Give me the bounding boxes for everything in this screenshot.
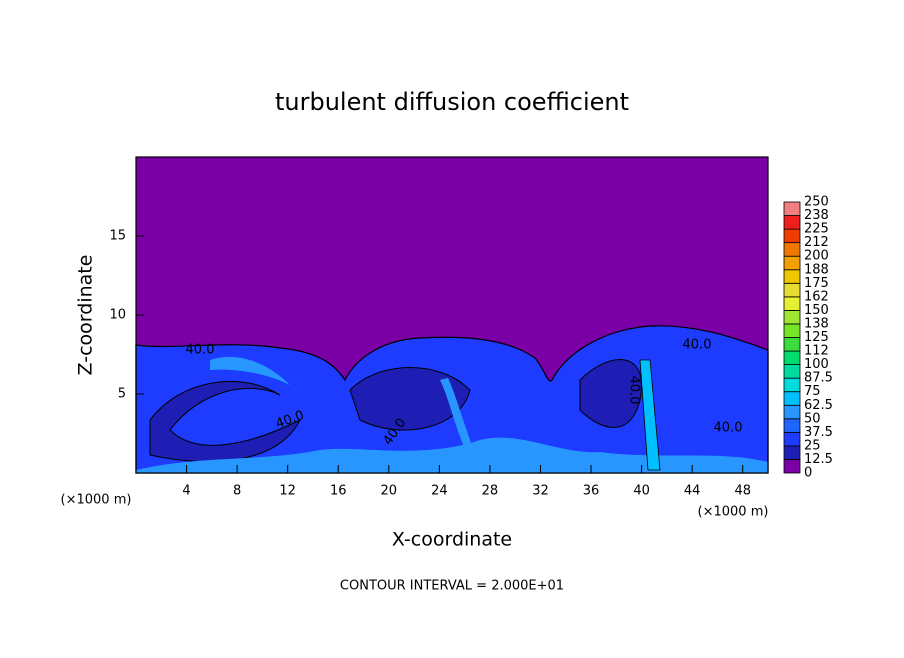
x-unit-label: (×1000 m) (61, 493, 132, 508)
colorbar-label: 12.5 (804, 452, 833, 467)
colorbar-swatch (783, 228, 801, 244)
x-tick-label: 20 (381, 484, 398, 499)
colorbar-swatch (783, 242, 801, 257)
colorbar-swatch (783, 323, 801, 338)
x-tick-label: 16 (330, 484, 347, 499)
colorbar-label: 212 (804, 235, 829, 250)
contour-label: 40.0 (714, 421, 743, 436)
contour-label: 40.0 (683, 338, 712, 353)
colorbar-swatch (783, 377, 801, 393)
colorbar-label: 50 (804, 411, 821, 426)
colorbar-label: 225 (804, 222, 829, 237)
colorbar-label: 150 (804, 303, 829, 318)
colorbar-label: 100 (804, 357, 829, 372)
y-axis-label: Z-coordinate (75, 255, 97, 376)
field-streak (440, 378, 478, 460)
colorbar-label: 25 (804, 438, 821, 453)
colorbar-swatch (783, 459, 801, 474)
colorbar-label: 0 (804, 466, 812, 481)
colorbar-label: 138 (804, 316, 829, 331)
colorbar-label: 162 (804, 289, 829, 304)
field-patch (149, 380, 302, 463)
colorbar-swatch (783, 337, 801, 352)
x-tick-label: 44 (684, 484, 701, 499)
colorbar-label: 125 (804, 330, 829, 345)
field-patch (349, 367, 471, 431)
contour-label: 40.0 (627, 376, 642, 405)
y-tick-label: 10 (109, 308, 126, 323)
colorbar-swatch (783, 282, 801, 298)
colorbar-swatch (783, 296, 801, 311)
x-tick-label: 8 (233, 484, 241, 499)
x-tick-label: 24 (431, 484, 448, 499)
x-tick-label: 12 (279, 484, 296, 499)
y-tick-label: 5 (118, 387, 126, 402)
field-streak (210, 356, 290, 385)
colorbar-label: 62.5 (804, 398, 833, 413)
colorbar-label: 175 (804, 276, 829, 291)
x-axis-label: X-coordinate (392, 529, 512, 551)
field-patch (579, 359, 642, 428)
x-tick-label: 32 (532, 484, 549, 499)
colorbar-swatch (783, 309, 801, 325)
colorbar-swatch (783, 431, 801, 447)
colorbar-swatch (783, 215, 801, 230)
field-streak (639, 359, 661, 471)
field-streak (136, 437, 768, 473)
colorbar-swatch (783, 269, 801, 284)
colorbar-label: 112 (804, 344, 829, 359)
colorbar-swatch (783, 445, 801, 460)
colorbar-label: 37.5 (804, 425, 833, 440)
colorbar-label: 75 (804, 384, 821, 399)
colorbar-label: 87.5 (804, 371, 833, 386)
colorbar-label: 200 (804, 249, 829, 264)
x-tick-label: 4 (182, 484, 190, 499)
colorbar-label: 188 (804, 262, 829, 277)
chart-title: turbulent diffusion coefficient (275, 88, 629, 116)
colorbar-swatch (783, 255, 801, 271)
contour-label: 40.0 (186, 343, 215, 358)
colorbar-label: 250 (804, 195, 829, 210)
colorbar-swatch (783, 364, 801, 379)
x-tick-label: 28 (482, 484, 499, 499)
field (135, 157, 769, 474)
x-tick-label: 40 (633, 484, 650, 499)
colorbar-swatch (783, 404, 801, 420)
y-tick-label: 15 (109, 229, 126, 244)
colorbar-label: 238 (804, 208, 829, 223)
x-unit-label: (×1000 m) (698, 505, 769, 520)
x-tick-label: 36 (583, 484, 600, 499)
x-tick-label: 48 (734, 484, 751, 499)
footer: CONTOUR INTERVAL = 2.000E+01 (340, 579, 564, 594)
colorbar-swatch (783, 391, 801, 406)
colorbar-swatch (783, 350, 801, 365)
colorbar-swatch (783, 201, 801, 216)
colorbar-swatch (783, 418, 801, 433)
